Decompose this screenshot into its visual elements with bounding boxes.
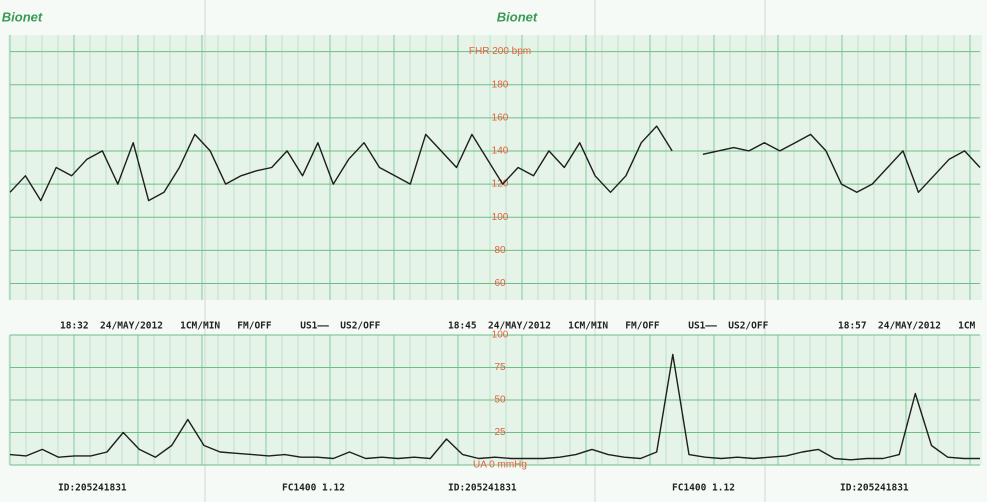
footer-id: ID:205241831	[58, 483, 127, 494]
y-tick-label: 80	[494, 245, 506, 256]
brand-logo: Bionet	[497, 9, 538, 24]
brand-logo: Bionet	[2, 9, 43, 24]
footer-id: ID:205241831	[840, 483, 909, 494]
status-line: 18:32 24/MAY/2012 1CM/MIN FM/OFF US1—— U…	[60, 321, 381, 332]
y-tick-label: 100	[492, 212, 509, 223]
page: FHR 200 bpm1801601401201008060100755025U…	[0, 0, 987, 502]
y-tick-label: 140	[492, 146, 509, 157]
y-tick-label: 180	[492, 79, 509, 90]
footer-id: FC1400 1.12	[672, 483, 735, 494]
ctg-strip: FHR 200 bpm1801601401201008060100755025U…	[0, 0, 987, 502]
y-tick-label: UA 0 mmHg	[473, 460, 527, 471]
y-tick-label: 60	[494, 278, 506, 289]
y-tick-label: 25	[494, 427, 506, 438]
y-tick-label: 160	[492, 112, 509, 123]
y-tick-label: 75	[494, 362, 506, 373]
status-line: 18:57 24/MAY/2012 1CM	[838, 321, 976, 332]
footer-id: FC1400 1.12	[282, 483, 345, 494]
y-tick-label: 50	[494, 395, 506, 406]
status-line: 18:45 24/MAY/2012 1CM/MIN FM/OFF US1—— U…	[448, 321, 769, 332]
y-tick-label: FHR 200 bpm	[469, 46, 531, 57]
footer-id: ID:205241831	[448, 483, 517, 494]
